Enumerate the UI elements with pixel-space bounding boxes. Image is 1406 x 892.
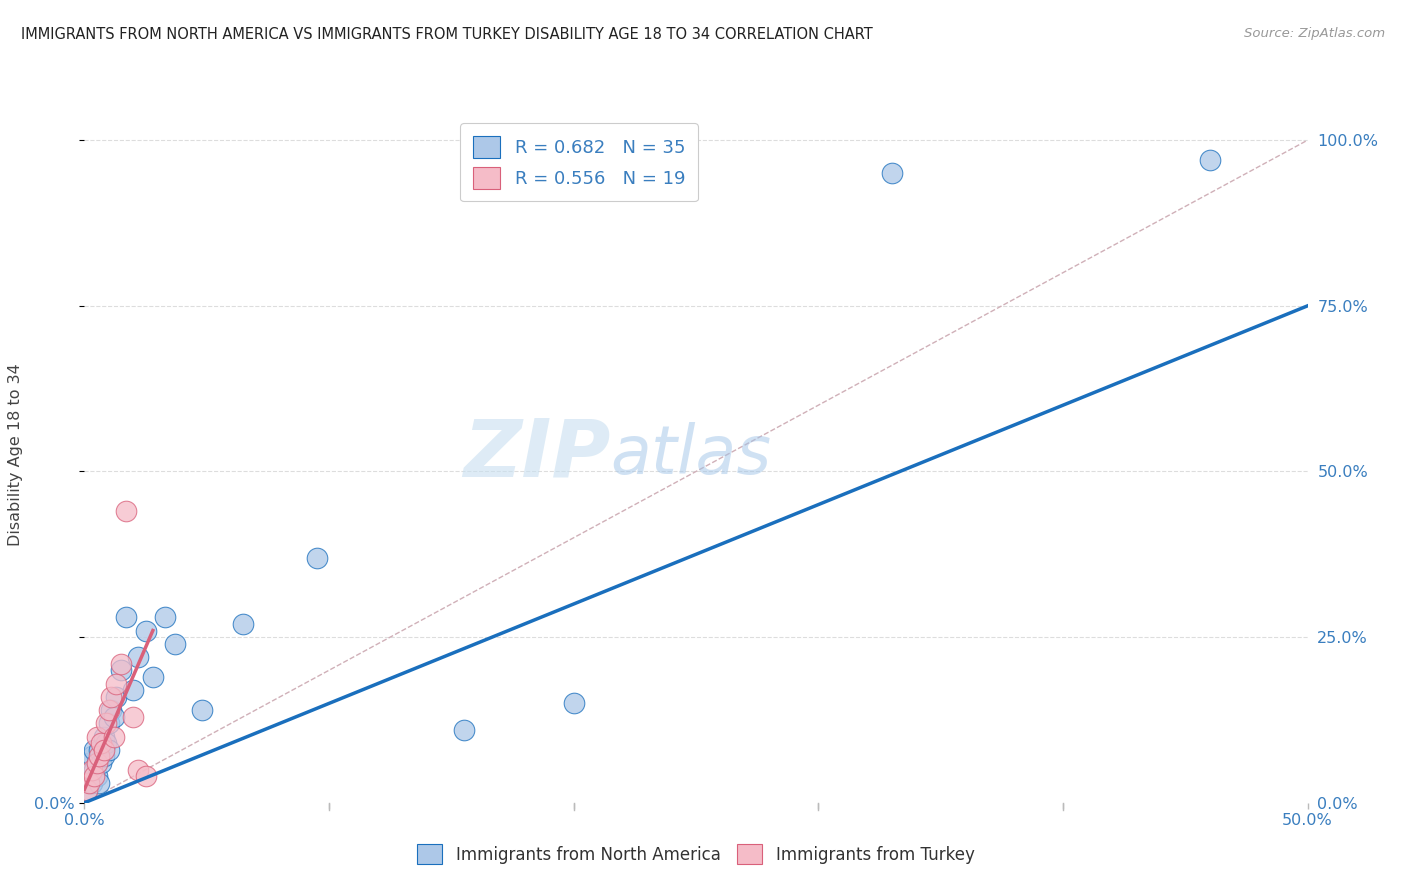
Point xyxy=(103,730,125,744)
Point xyxy=(87,743,110,757)
Point xyxy=(83,743,105,757)
Point xyxy=(76,782,98,797)
Point xyxy=(93,743,115,757)
Point xyxy=(122,683,145,698)
Point xyxy=(163,637,186,651)
Point xyxy=(122,709,145,723)
Point xyxy=(232,616,254,631)
Point xyxy=(90,756,112,770)
Text: Source: ZipAtlas.com: Source: ZipAtlas.com xyxy=(1244,27,1385,40)
Point xyxy=(96,716,118,731)
Point xyxy=(1198,153,1220,167)
Point xyxy=(105,690,128,704)
Point xyxy=(97,703,120,717)
Point xyxy=(127,650,149,665)
Point xyxy=(93,749,115,764)
Text: ZIP: ZIP xyxy=(463,416,610,494)
Point xyxy=(76,782,98,797)
Point xyxy=(305,550,328,565)
Point xyxy=(86,769,108,783)
Point xyxy=(86,756,108,770)
Point xyxy=(83,769,105,783)
Point xyxy=(562,697,585,711)
Legend: Immigrants from North America, Immigrants from Turkey: Immigrants from North America, Immigrant… xyxy=(411,838,981,871)
Point xyxy=(880,166,903,180)
Point xyxy=(103,709,125,723)
Point xyxy=(97,716,120,731)
Point xyxy=(96,736,118,750)
Point xyxy=(97,743,120,757)
Point xyxy=(453,723,475,737)
Point xyxy=(86,730,108,744)
Point xyxy=(100,690,122,704)
Point xyxy=(100,703,122,717)
Point xyxy=(110,663,132,677)
Point xyxy=(87,749,110,764)
Point xyxy=(135,624,157,638)
Point xyxy=(135,769,157,783)
Point xyxy=(77,776,100,790)
Y-axis label: Disability Age 18 to 34: Disability Age 18 to 34 xyxy=(8,364,22,546)
Point xyxy=(77,769,100,783)
Text: IMMIGRANTS FROM NORTH AMERICA VS IMMIGRANTS FROM TURKEY DISABILITY AGE 18 TO 34 : IMMIGRANTS FROM NORTH AMERICA VS IMMIGRA… xyxy=(21,27,873,42)
Point xyxy=(87,776,110,790)
Point xyxy=(80,749,103,764)
Point xyxy=(83,763,105,777)
Point xyxy=(191,703,214,717)
Point xyxy=(115,610,138,624)
Point xyxy=(153,610,176,624)
Point xyxy=(86,756,108,770)
Point xyxy=(110,657,132,671)
Point xyxy=(77,756,100,770)
Point xyxy=(90,736,112,750)
Point xyxy=(80,776,103,790)
Text: atlas: atlas xyxy=(610,422,772,488)
Point xyxy=(105,676,128,690)
Point xyxy=(142,670,165,684)
Point xyxy=(115,504,138,518)
Point xyxy=(127,763,149,777)
Point xyxy=(93,730,115,744)
Point xyxy=(80,763,103,777)
